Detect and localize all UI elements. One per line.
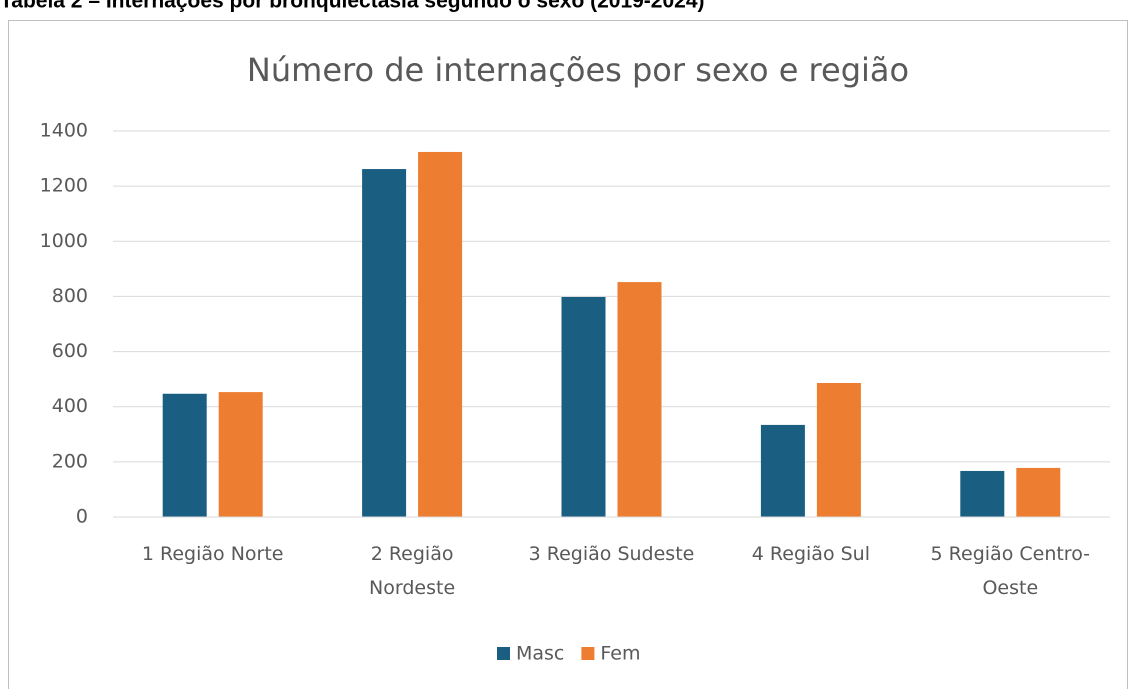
- y-tick-label: 0: [76, 506, 88, 528]
- bar: [816, 383, 861, 517]
- bar: [362, 169, 407, 517]
- y-tick-label: 200: [52, 450, 88, 472]
- x-tick-label: 3 Região Sudeste: [529, 543, 695, 565]
- bar: [561, 296, 606, 517]
- y-tick-label: 600: [52, 340, 88, 362]
- x-tick-label: 4 Região Sul: [752, 543, 870, 565]
- y-tick-label: 1200: [40, 175, 88, 197]
- bar: [418, 151, 463, 517]
- y-tick-label: 800: [52, 285, 88, 307]
- bar: [162, 393, 207, 517]
- chart-title: Número de internações por sexo e região: [247, 51, 909, 89]
- legend-swatch: [581, 647, 595, 660]
- caption: Tabela 2 – Internações por bronquiectasi…: [0, 0, 705, 13]
- bar: [760, 424, 805, 517]
- bar: [617, 282, 662, 517]
- y-tick-label: 1400: [40, 120, 88, 142]
- y-tick-label: 400: [52, 395, 88, 417]
- x-tick-label: 5 Região Centro-Oeste: [931, 543, 1091, 599]
- y-tick-label: 1000: [40, 230, 88, 252]
- bar: [960, 470, 1005, 517]
- bar: [218, 392, 263, 517]
- bar: [1016, 467, 1061, 517]
- legend-swatch: [497, 647, 510, 660]
- x-tick-label: 1 Região Norte: [142, 543, 284, 565]
- x-tick-label: 2 Região Nordeste: [369, 543, 455, 599]
- legend-label: Masc: [516, 643, 564, 665]
- legend-label: Fem: [600, 643, 640, 665]
